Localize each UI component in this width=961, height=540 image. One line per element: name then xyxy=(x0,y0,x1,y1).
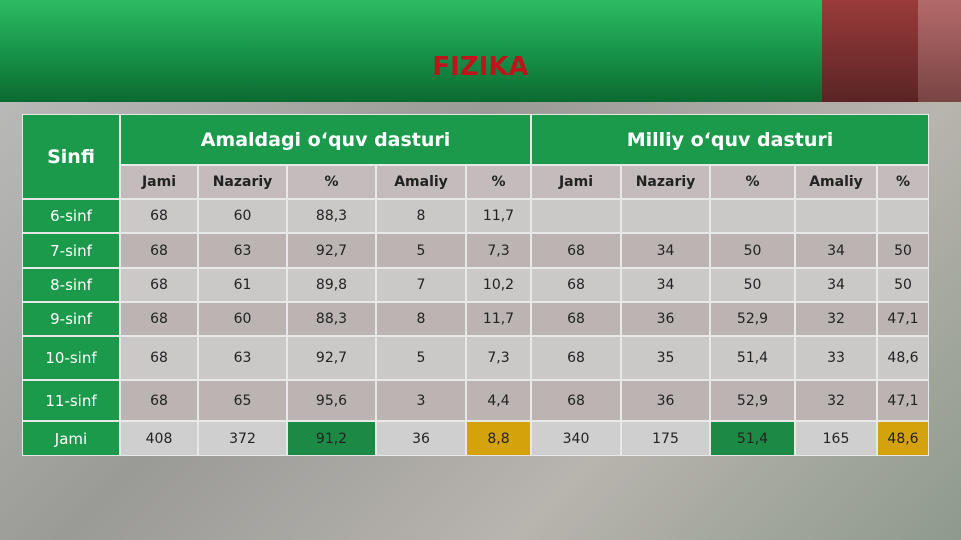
table-cell: 63 xyxy=(198,233,287,268)
table-cell: 7 xyxy=(376,268,466,302)
table-cell: 60 xyxy=(198,199,287,233)
table-cell: 34 xyxy=(795,268,877,302)
table-cell: 89,8 xyxy=(287,268,376,302)
row-label: Jami xyxy=(22,421,120,456)
table-cell: 61 xyxy=(198,268,287,302)
table-cell: 36 xyxy=(376,421,466,456)
table-cell: 11,7 xyxy=(466,302,531,336)
table-cell: 91,2 xyxy=(287,421,376,456)
table-cell: 68 xyxy=(120,268,198,302)
table-cell: 50 xyxy=(710,268,795,302)
table-cell: 8 xyxy=(376,302,466,336)
table-cell xyxy=(531,199,621,233)
table-cell: 88,3 xyxy=(287,199,376,233)
table-cell: 47,1 xyxy=(877,380,929,421)
column-header: Nazariy xyxy=(621,165,710,199)
table-cell: 8,8 xyxy=(466,421,531,456)
column-header: Amaliy xyxy=(795,165,877,199)
column-header: % xyxy=(877,165,929,199)
table-cell xyxy=(710,199,795,233)
table-cell: 51,4 xyxy=(710,421,795,456)
column-header: Amaliy xyxy=(376,165,466,199)
table-cell: 10,2 xyxy=(466,268,531,302)
column-header: Jami xyxy=(120,165,198,199)
table-cell: 47,1 xyxy=(877,302,929,336)
table-cell: 408 xyxy=(120,421,198,456)
table-cell: 50 xyxy=(877,233,929,268)
corner-header: Sinfi xyxy=(22,114,120,199)
table-cell: 50 xyxy=(710,233,795,268)
slide-title: FIZIKA xyxy=(432,52,529,82)
table-cell: 65 xyxy=(198,380,287,421)
table-cell: 68 xyxy=(120,336,198,380)
row-label: 11-sinf xyxy=(22,380,120,421)
table-cell: 36 xyxy=(621,380,710,421)
table-cell: 165 xyxy=(795,421,877,456)
table-cell: 5 xyxy=(376,233,466,268)
row-label: 8-sinf xyxy=(22,268,120,302)
table-cell: 32 xyxy=(795,302,877,336)
table-cell: 92,7 xyxy=(287,233,376,268)
table-cell: 4,4 xyxy=(466,380,531,421)
table-cell xyxy=(795,199,877,233)
header-accent xyxy=(918,0,961,102)
table-cell: 92,7 xyxy=(287,336,376,380)
header-bar xyxy=(0,0,961,102)
table-cell: 68 xyxy=(120,233,198,268)
table-cell: 52,9 xyxy=(710,380,795,421)
table-cell: 60 xyxy=(198,302,287,336)
table-cell: 68 xyxy=(531,302,621,336)
table-cell xyxy=(877,199,929,233)
table-cell: 88,3 xyxy=(287,302,376,336)
table-cell: 68 xyxy=(531,336,621,380)
table-cell: 68 xyxy=(120,199,198,233)
table-cell: 48,6 xyxy=(877,421,929,456)
column-header: Jami xyxy=(531,165,621,199)
column-header: Nazariy xyxy=(198,165,287,199)
table-cell: 7,3 xyxy=(466,233,531,268)
table-cell: 175 xyxy=(621,421,710,456)
table-cell: 68 xyxy=(531,268,621,302)
column-header: % xyxy=(466,165,531,199)
table-cell: 68 xyxy=(531,233,621,268)
table-cell: 340 xyxy=(531,421,621,456)
row-label: 9-sinf xyxy=(22,302,120,336)
table-cell: 35 xyxy=(621,336,710,380)
table-cell: 95,6 xyxy=(287,380,376,421)
table-cell: 50 xyxy=(877,268,929,302)
table-cell: 63 xyxy=(198,336,287,380)
table-cell: 48,6 xyxy=(877,336,929,380)
header-accent xyxy=(822,0,918,102)
row-label: 7-sinf xyxy=(22,233,120,268)
table-cell: 372 xyxy=(198,421,287,456)
table-cell xyxy=(621,199,710,233)
group-header: Amaldagi o‘quv dasturi xyxy=(120,114,531,165)
row-label: 10-sinf xyxy=(22,336,120,380)
table-cell: 32 xyxy=(795,380,877,421)
table-cell: 5 xyxy=(376,336,466,380)
column-header: % xyxy=(287,165,376,199)
table-cell: 68 xyxy=(120,380,198,421)
table-cell: 33 xyxy=(795,336,877,380)
table-cell: 52,9 xyxy=(710,302,795,336)
row-label: 6-sinf xyxy=(22,199,120,233)
column-header: % xyxy=(710,165,795,199)
table-cell: 51,4 xyxy=(710,336,795,380)
table-cell: 36 xyxy=(621,302,710,336)
table-cell: 34 xyxy=(621,233,710,268)
table-cell: 11,7 xyxy=(466,199,531,233)
group-header: Milliy o‘quv dasturi xyxy=(531,114,929,165)
table-cell: 68 xyxy=(120,302,198,336)
table-cell: 7,3 xyxy=(466,336,531,380)
table-cell: 8 xyxy=(376,199,466,233)
table-cell: 34 xyxy=(621,268,710,302)
table-cell: 3 xyxy=(376,380,466,421)
table-cell: 68 xyxy=(531,380,621,421)
table-cell: 34 xyxy=(795,233,877,268)
